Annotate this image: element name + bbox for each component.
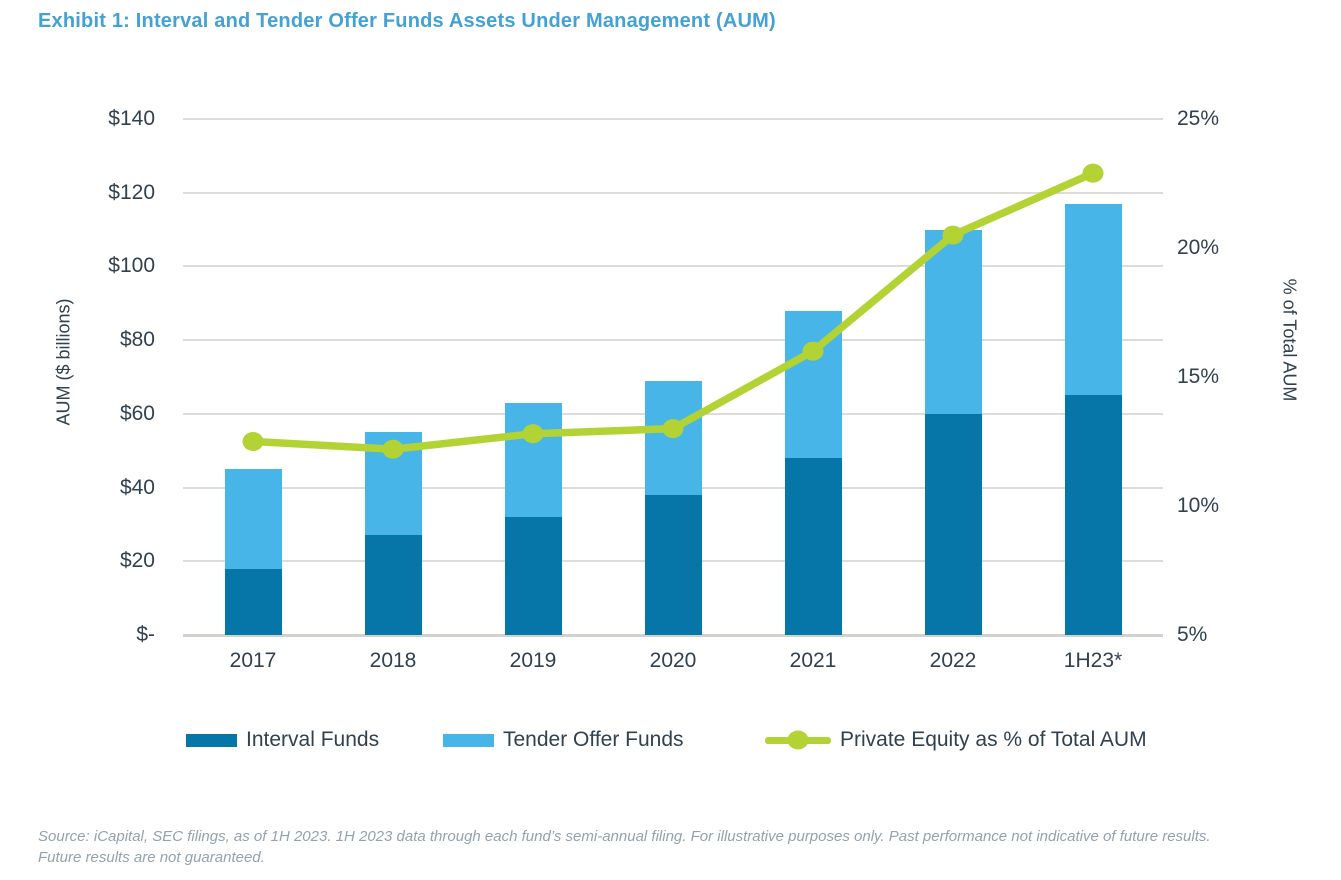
gridline: [183, 339, 1163, 342]
right-axis-tick-label: 20%: [1177, 236, 1220, 259]
pe-percent-point-marker: [1082, 163, 1104, 183]
legend-item-interval-funds: Interval Funds: [186, 727, 379, 753]
gridline: [183, 118, 1163, 120]
legend-label: Tender Offer Funds: [503, 728, 684, 751]
left-axis-tick-label: $-: [136, 623, 155, 646]
pe-percent-line-series: [242, 163, 1104, 459]
interval-funds-swatch-icon: [186, 733, 237, 747]
bar-segment-interval-funds: [784, 458, 842, 635]
bar-segment-interval-funds: [224, 568, 282, 635]
pe-percent-point-marker: [242, 432, 264, 451]
pe-percent-point-marker: [802, 341, 824, 361]
gridline: [183, 191, 1163, 194]
left-axis-tick-label: $100: [108, 254, 155, 278]
left-axis-tick-label: $80: [119, 328, 155, 352]
left-axis-tick-label: $140: [108, 107, 155, 130]
source-note-line-2: Future results are not guaranteed.: [38, 849, 265, 866]
left-axis-tick-label: $20: [119, 549, 155, 573]
bar-segment-interval-funds: [1064, 395, 1122, 635]
bar-segment-interval-funds: [924, 413, 982, 635]
bar-segment-tender-offer-funds: [504, 402, 562, 518]
right-axis-tick-label: 15%: [1177, 365, 1220, 388]
right-axis-tick-label: 10%: [1177, 494, 1220, 517]
right-axis-tick-label: 25%: [1177, 107, 1220, 130]
pe-percent-point-marker: [942, 225, 964, 245]
gridline: [183, 265, 1163, 268]
bar-segment-tender-offer-funds: [224, 469, 282, 569]
tender-offer-funds-swatch-icon: [443, 733, 494, 747]
pe-percent-point-marker: [522, 424, 544, 444]
page-title: Exhibit 1: Interval and Tender Offer Fun…: [38, 10, 776, 32]
x-axis-category-label: 1H23*: [1063, 649, 1123, 672]
source-note-line-1: Source: iCapital, SEC filings, as of 1H …: [38, 828, 1211, 845]
x-axis-category-label: 2017: [229, 649, 277, 672]
bar-segment-interval-funds: [364, 535, 422, 635]
left-axis-tick-label: $120: [108, 180, 155, 204]
bar-segment-interval-funds: [504, 517, 562, 635]
x-axis-baseline: [183, 634, 1163, 637]
x-axis-category-label: 2021: [789, 649, 837, 672]
legend-item-tender-offer-funds: Tender Offer Funds: [443, 727, 684, 753]
pe-percent-line: [249, 169, 1097, 453]
left-axis-tick-label: $40: [119, 475, 155, 499]
x-axis-category-label: 2019: [509, 649, 557, 672]
pe-percent-point-marker: [662, 419, 684, 439]
legend-label: Interval Funds: [246, 728, 380, 751]
legend-label: Private Equity as % of Total AUM: [840, 728, 1147, 751]
right-axis-title: % of Total AUM: [1279, 278, 1300, 402]
legend-item-pe-line: Private Equity as % of Total AUM: [765, 727, 1147, 753]
bar-segment-tender-offer-funds: [924, 229, 982, 414]
right-axis-tick-label: 5%: [1177, 623, 1208, 646]
bar-segment-interval-funds: [644, 494, 702, 635]
x-axis-category-label: 2020: [649, 649, 697, 672]
pe-percent-point-marker: [382, 439, 404, 459]
x-axis-category-label: 2022: [929, 649, 977, 672]
left-axis-tick-label: $60: [119, 401, 155, 425]
line-marker-sample-icon: [765, 730, 831, 750]
x-axis-category-label: 2018: [369, 649, 417, 672]
bar-segment-tender-offer-funds: [1064, 203, 1122, 396]
